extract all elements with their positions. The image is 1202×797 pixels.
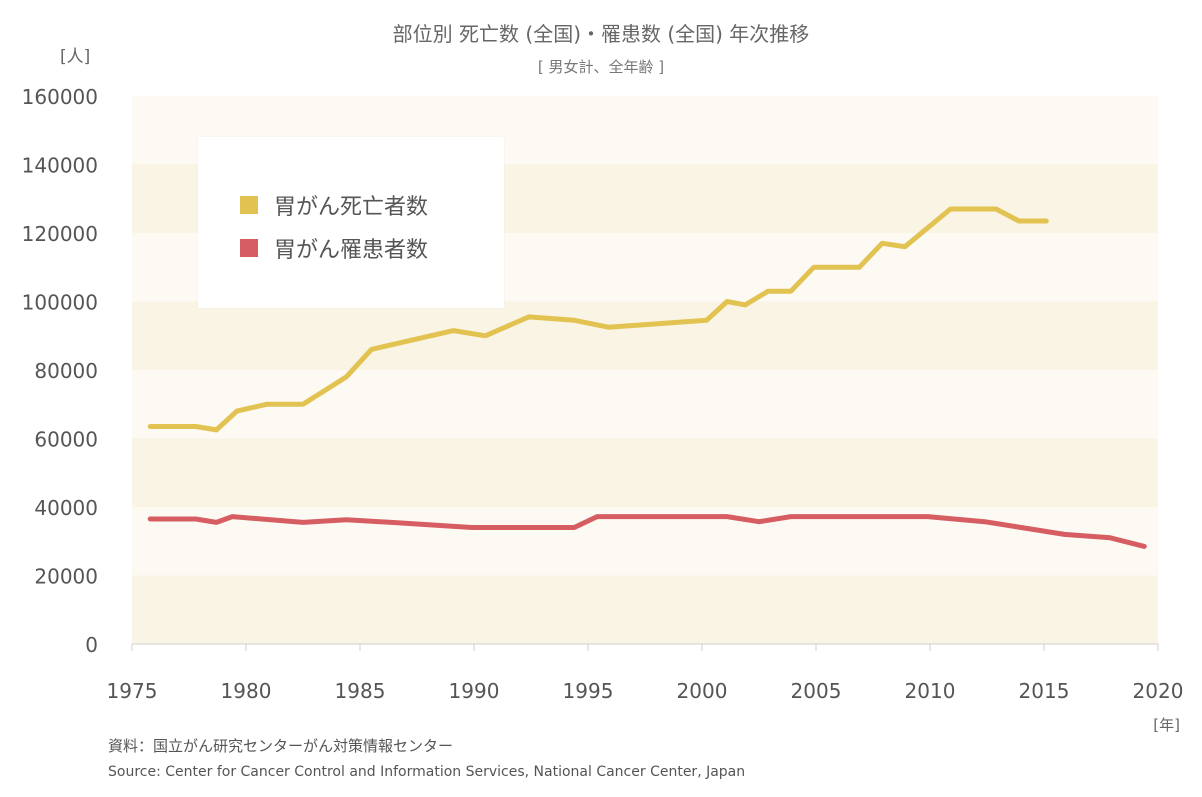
x-tick-label: 2005	[791, 679, 842, 703]
series-line-incidence	[147, 514, 1147, 549]
legend-swatch-death	[240, 196, 258, 214]
x-tick-label: 1995	[563, 679, 614, 703]
x-tick-label: 1980	[221, 679, 272, 703]
legend-swatch-incidence	[240, 239, 258, 257]
x-tick-label: 2010	[905, 679, 956, 703]
legend-item-death: 胃がん死亡者数	[240, 189, 428, 221]
y-tick-label: 0	[85, 633, 98, 657]
y-tick-label: 140000	[22, 154, 98, 178]
x-tick-label: 1985	[335, 679, 386, 703]
source-credit-english: Source: Center for Cancer Control and In…	[108, 764, 746, 780]
chart-subtitle: [ 男女計、全年齢 ]	[537, 58, 665, 76]
grid-band	[132, 438, 1158, 507]
y-tick-label: 160000	[22, 85, 98, 109]
y-tick-label: 120000	[22, 222, 98, 246]
y-axis-unit-label: [人]	[60, 47, 91, 67]
y-tick-label: 60000	[34, 428, 98, 452]
chart-legend: 胃がん死亡者数 胃がん罹患者数	[198, 137, 504, 308]
chart-title: 部位別 死亡数 (全国)・罹患数 (全国) 年次推移	[392, 22, 810, 46]
x-tick-label: 2020	[1133, 679, 1184, 703]
x-tick-label: 1990	[449, 679, 500, 703]
y-tick-label: 80000	[34, 359, 98, 383]
legend-item-incidence: 胃がん罹患者数	[240, 232, 428, 264]
x-tick-label: 2015	[1019, 679, 1070, 703]
y-tick-label: 40000	[34, 496, 98, 520]
x-tick-label: 2000	[677, 679, 728, 703]
y-tick-label: 20000	[34, 565, 98, 589]
series-line-death	[147, 206, 1049, 433]
x-axis-unit-label: [年]	[1153, 716, 1180, 734]
source-credit-japanese: 資料：国立がん研究センターがん対策情報センター	[108, 737, 454, 755]
x-tick-label: 1975	[107, 679, 158, 703]
legend-label-incidence: 胃がん罹患者数	[274, 238, 429, 263]
grid-band	[132, 575, 1158, 644]
y-tick-label: 100000	[22, 291, 98, 315]
legend-label-death: 胃がん死亡者数	[274, 195, 429, 220]
grid-band	[132, 301, 1158, 370]
